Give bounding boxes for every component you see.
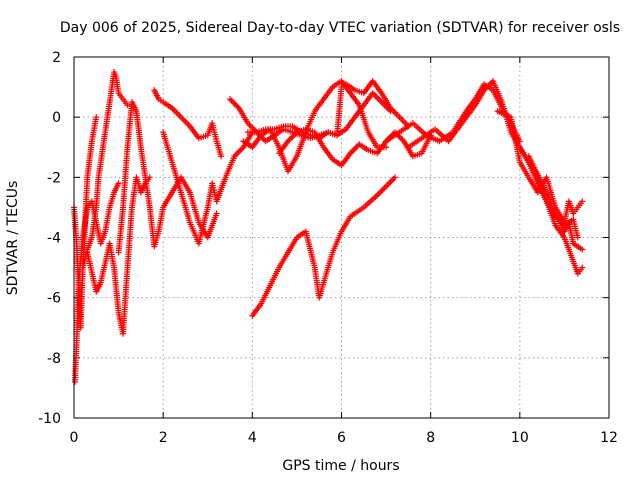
data-point [115, 180, 122, 187]
y-tick-label: -2 [47, 170, 61, 186]
y-tick-label: 2 [52, 50, 61, 66]
data-point [392, 174, 398, 181]
x-tick-label: 4 [248, 430, 257, 446]
data-point [579, 246, 586, 253]
data-point [218, 153, 225, 160]
series-sat-d [84, 174, 153, 337]
series-sat-g [160, 129, 256, 247]
y-tick-labels: -10 -8 -6 -4 -2 0 2 [38, 50, 61, 427]
data-point [213, 210, 220, 217]
y-tick-label: -4 [47, 231, 61, 247]
y-tick-label: -6 [47, 291, 61, 307]
x-tick-label: 2 [159, 430, 168, 446]
x-tick-labels: 0 2 4 6 8 10 12 [70, 430, 618, 446]
x-tick-label: 8 [426, 430, 435, 446]
data-point [124, 102, 131, 109]
y-axis-label: SDTVAR / TECUs [5, 181, 21, 296]
x-axis-label: GPS time / hours [282, 458, 399, 474]
y-tick-label: -8 [47, 351, 61, 367]
data-point [574, 234, 581, 241]
y-tick-label: 0 [52, 110, 61, 126]
x-tick-label: 0 [70, 430, 79, 446]
data-point [579, 264, 586, 271]
x-tick-label: 6 [337, 430, 346, 446]
x-tick-label: 10 [511, 430, 529, 446]
y-tick-label: -10 [38, 411, 61, 427]
series-sat-l [249, 174, 398, 319]
series-sat-k [276, 126, 434, 169]
x-tick-label: 12 [600, 430, 618, 446]
data-point [579, 198, 586, 205]
series-sat-f [151, 87, 225, 160]
data-point [93, 114, 100, 121]
chart-title: Day 006 of 2025, Sidereal Day-to-day VTE… [60, 20, 620, 36]
plot-frame [73, 56, 610, 419]
series-sat-e [115, 99, 220, 256]
series-sat-n [405, 78, 581, 241]
series-sat-j [240, 78, 390, 175]
data-points [71, 69, 586, 385]
series-sat-q [525, 153, 586, 253]
